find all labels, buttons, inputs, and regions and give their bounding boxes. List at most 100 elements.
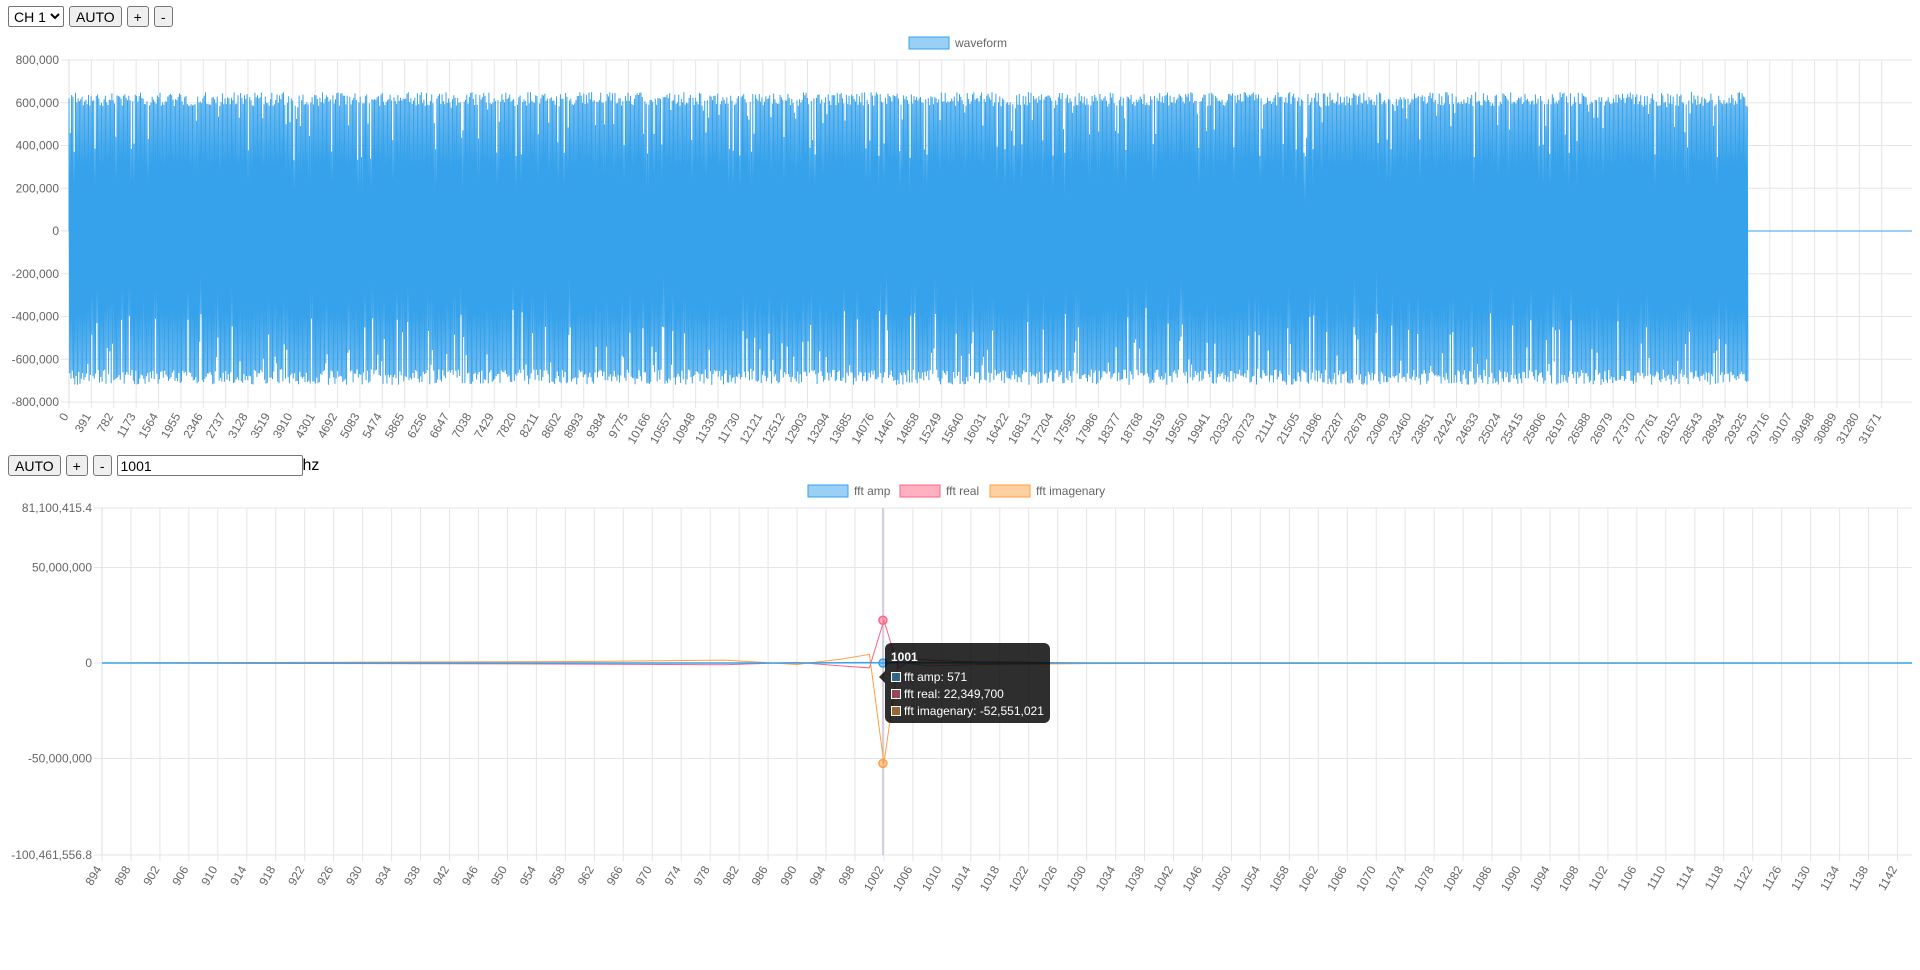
y-tick-label: 50,000,000	[32, 560, 92, 574]
x-tick-label: 1070	[1353, 863, 1379, 893]
frequency-unit: hz	[302, 456, 320, 474]
tooltip-swatch-imag	[891, 706, 901, 716]
x-tick-label: 1110	[1644, 863, 1669, 892]
x-tick-label: 1066	[1324, 863, 1350, 893]
x-tick-label: 990	[777, 863, 799, 888]
x-tick-label: 5083	[337, 410, 363, 440]
waveform-line	[68, 92, 1912, 385]
waveform-zoom-out-button[interactable]: -	[153, 6, 173, 27]
x-tick-label: 978	[691, 863, 713, 888]
legend-label: fft imagenary	[1036, 484, 1105, 498]
x-tick-label: 2346	[180, 410, 206, 440]
legend: waveform	[908, 36, 1007, 50]
x-tick-label: 2737	[203, 410, 229, 440]
x-tick-label: 7429	[471, 410, 497, 440]
x-tick-label: 1098	[1556, 863, 1582, 893]
x-tick-label: 1142	[1875, 863, 1900, 893]
x-tick-label: 7038	[449, 410, 475, 440]
x-tick-label: 962	[575, 863, 597, 888]
x-tick-label: 1955	[158, 410, 184, 440]
waveform-zoom-in-button[interactable]: +	[126, 6, 149, 27]
x-tick-label: 938	[401, 863, 423, 888]
channel-select[interactable]: CH 1	[8, 6, 64, 27]
x-tick-label: 1046	[1180, 863, 1206, 893]
fft-zoom-out-button[interactable]: -	[92, 455, 112, 476]
x-tick-label: 3519	[248, 410, 274, 440]
x-tick-label: 1138	[1846, 863, 1871, 893]
x-tick-label: 910	[198, 863, 220, 888]
waveform-auto-button[interactable]: AUTO	[69, 6, 122, 27]
tooltip-title: 1001	[891, 650, 918, 664]
x-tick-label: 1042	[1151, 863, 1177, 893]
tooltip-text-imag: fft imagenary: -52,551,021	[904, 704, 1044, 718]
x-tick-label: 8602	[538, 410, 564, 440]
x-tick-label: 7820	[494, 410, 520, 440]
x-tick-label: 1078	[1411, 863, 1437, 893]
x-tick-label: 1173	[114, 410, 139, 440]
x-tick-label: 0	[56, 410, 72, 423]
x-tick-label: 894	[82, 863, 104, 888]
fft-tooltip: 1001 fft amp: 571 fft real: 22,349,700 f…	[879, 643, 1050, 723]
x-tick-label: 1118	[1702, 863, 1727, 892]
x-tick-label: 1564	[136, 410, 162, 440]
x-tick-label: 1134	[1817, 863, 1842, 893]
x-tick-label: 8211	[517, 410, 542, 440]
x-tick-label: 20723	[1229, 410, 1258, 446]
x-tick-label: 1122	[1730, 863, 1755, 893]
legend-swatch	[908, 36, 950, 50]
fft-imag-point	[878, 758, 888, 769]
x-tick-label: 1034	[1093, 863, 1119, 893]
tooltip-swatch-real	[891, 689, 901, 699]
x-tick-label: 1038	[1122, 863, 1148, 893]
x-tick-label: 1058	[1266, 863, 1292, 893]
x-tick-label: 1054	[1238, 863, 1264, 893]
x-tick-label: 1022	[1006, 863, 1032, 893]
x-tick-label: 5474	[359, 410, 385, 440]
x-tick-label: 4301	[292, 410, 318, 440]
x-tick-label: 9384	[583, 410, 609, 440]
fft-zoom-in-button[interactable]: +	[65, 455, 88, 476]
y-tick-label: -600,000	[12, 352, 60, 366]
x-tick-label: 958	[546, 863, 568, 888]
x-tick-label: 1114	[1673, 863, 1698, 892]
y-tick-label: 0	[85, 656, 92, 670]
legend-swatch	[989, 484, 1031, 498]
x-tick-label: 986	[749, 863, 771, 888]
legend-swatch	[899, 484, 941, 498]
x-tick-label: 970	[633, 863, 655, 888]
fft-toolbar: AUTO + - hz	[8, 455, 319, 476]
x-tick-label: 898	[111, 863, 133, 888]
x-tick-label: 906	[169, 863, 191, 888]
x-tick-label: 974	[662, 863, 684, 888]
y-tick-label: -50,000,000	[28, 752, 92, 766]
x-tick-label: 1026	[1035, 863, 1061, 893]
y-tick-label: 800,000	[16, 53, 60, 67]
y-tick-label: -800,000	[12, 395, 60, 409]
x-tick-label: 1002	[861, 863, 887, 893]
tooltip-text-amp: fft amp: 571	[904, 670, 968, 684]
x-tick-label: 8993	[561, 410, 587, 440]
x-tick-label: 966	[604, 863, 626, 888]
x-tick-label: 1074	[1382, 863, 1408, 893]
legend-label: waveform	[954, 36, 1007, 50]
x-tick-label: 1102	[1585, 863, 1610, 893]
fft-auto-button[interactable]: AUTO	[8, 455, 61, 476]
frequency-input[interactable]	[116, 455, 303, 476]
legend: fft amp fft real fft imagenary	[807, 484, 1105, 498]
tooltip-swatch-amp	[891, 672, 901, 682]
y-tick-label: 200,000	[16, 181, 60, 195]
waveform-chart: waveform 800,000 600,000 400,000 200,000 0 -20…	[12, 36, 1912, 446]
x-tick-label: 994	[806, 863, 828, 888]
x-tick-label: 6256	[404, 410, 430, 440]
x-tick-label: 934	[372, 863, 394, 888]
x-tick-label: 1130	[1788, 863, 1813, 893]
waveform-toolbar: CH 1 AUTO + -	[8, 6, 173, 27]
x-tick-label: 10948	[669, 410, 698, 446]
x-tick-label: 782	[94, 410, 116, 435]
tooltip-text-real: fft real: 22,349,700	[904, 687, 1004, 701]
y-tick-label: 81,100,415.4	[22, 501, 92, 515]
x-tick-label: 954	[517, 863, 539, 888]
x-tick-label: 1014	[948, 863, 974, 893]
x-tick-label: 31671	[1856, 410, 1885, 446]
x-tick-label: 3128	[225, 410, 251, 440]
